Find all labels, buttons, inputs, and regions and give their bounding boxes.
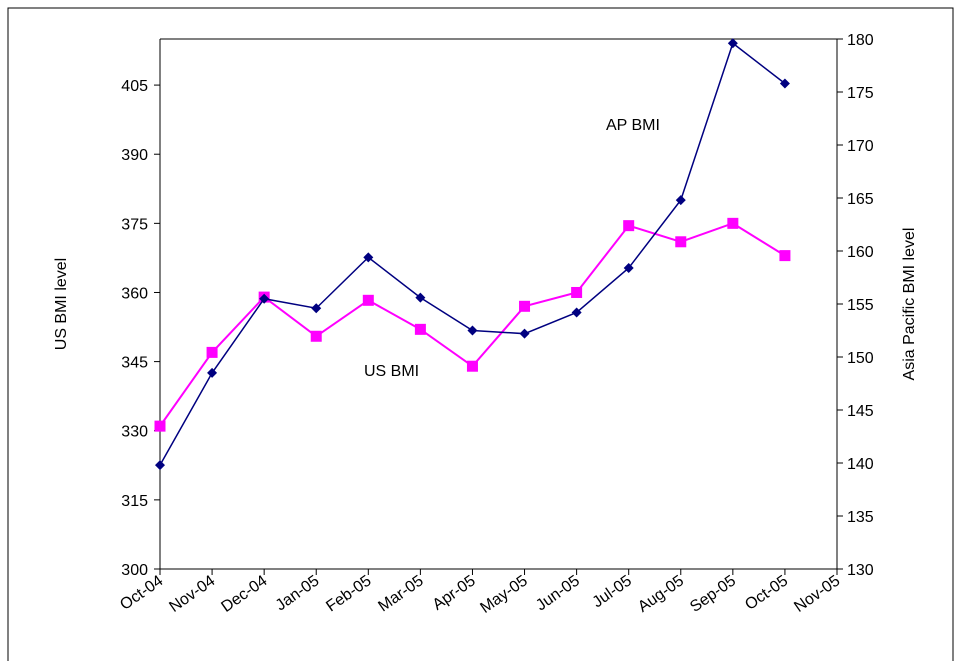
data-point [727, 217, 739, 229]
right-tick-label: 130 [847, 562, 874, 579]
right-axis-ticks: 130 135 140 145 150 155 160 165 170 175 180 [837, 32, 874, 579]
right-tick-label: 170 [847, 138, 874, 155]
data-point [571, 307, 582, 318]
data-point [363, 252, 374, 263]
x-tick-label: Jun-05 [533, 572, 583, 614]
x-tick-label: Sep-05 [687, 572, 739, 616]
right-tick-label: 165 [847, 191, 874, 208]
left-tick-label: 360 [121, 285, 148, 302]
left-tick-label: 315 [121, 493, 148, 510]
series-line [159, 41, 786, 466]
data-point [414, 323, 426, 335]
x-tick-label: Jul-05 [590, 572, 636, 611]
left-tick-label: 375 [121, 216, 148, 233]
right-tick-label: 145 [847, 403, 874, 420]
data-point [779, 250, 791, 262]
annotation-ap-bmi: AP BMI [606, 117, 660, 134]
data-point [571, 286, 583, 298]
x-tick-label: May-05 [477, 572, 531, 617]
right-tick-label: 160 [847, 244, 874, 261]
x-tick-label: Jan-05 [273, 572, 323, 614]
data-point [207, 367, 218, 378]
data-point [519, 300, 531, 312]
x-tick-label: Nov-05 [791, 572, 843, 616]
data-point [259, 293, 270, 304]
left-axis-title: US BMI level [53, 258, 70, 350]
x-tick-label: Dec-04 [218, 572, 270, 616]
left-tick-label: 300 [121, 562, 148, 579]
right-tick-label: 150 [847, 350, 874, 367]
data-point [519, 328, 530, 339]
right-tick-label: 180 [847, 32, 874, 49]
data-point [623, 262, 634, 273]
right-tick-label: 175 [847, 85, 874, 102]
data-point [727, 38, 738, 49]
data-point [362, 294, 374, 306]
data-point [310, 330, 322, 342]
data-point [623, 220, 635, 232]
data-point [311, 303, 322, 314]
left-tick-label: 390 [121, 147, 148, 164]
data-point [467, 325, 478, 336]
data-point [675, 195, 686, 206]
x-tick-label: Oct-05 [742, 572, 791, 614]
left-tick-label: 345 [121, 355, 148, 372]
data-point [415, 292, 426, 303]
right-tick-label: 155 [847, 297, 874, 314]
data-point [154, 420, 166, 432]
annotation-us-bmi: US BMI [364, 363, 419, 380]
series-layer [154, 38, 791, 471]
plot-area [159, 38, 838, 570]
x-tick-label: Mar-05 [375, 572, 426, 615]
series-ap-bmi [155, 38, 790, 471]
chart-border [7, 7, 954, 661]
data-point [466, 360, 478, 372]
left-axis-ticks: 300 315 330 345 360 375 390 405 [121, 78, 160, 579]
x-axis-ticks: Oct-04 Nov-04 Dec-04 Jan-05 Feb-05 Mar-05 Apr-… [117, 569, 843, 617]
left-tick-label: 405 [121, 78, 148, 95]
series-line [159, 222, 786, 427]
left-tick-label: 330 [121, 424, 148, 441]
x-tick-label: Aug-05 [635, 572, 687, 616]
series-us-bmi [154, 217, 791, 432]
x-tick-label: Apr-05 [430, 572, 479, 614]
data-point [779, 78, 790, 89]
x-tick-label: Nov-04 [166, 572, 218, 616]
data-point [155, 460, 165, 471]
x-tick-label: Feb-05 [323, 572, 374, 615]
right-tick-label: 140 [847, 456, 874, 473]
right-axis-title: Asia Pacific BMI level [901, 228, 918, 381]
data-point [206, 346, 218, 358]
data-point [675, 236, 687, 248]
right-tick-label: 135 [847, 509, 874, 526]
